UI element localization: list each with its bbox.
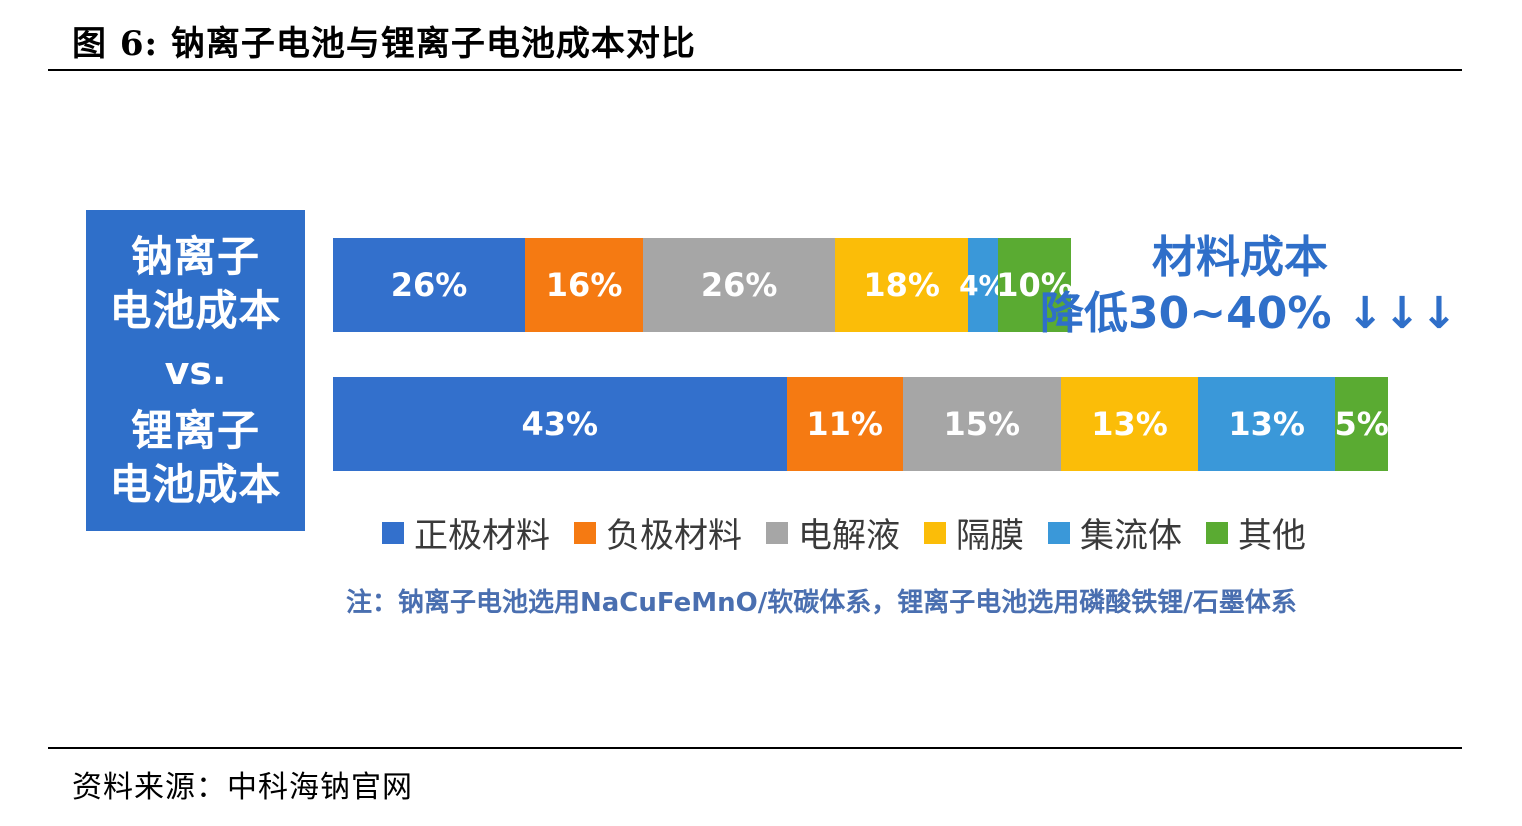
sodium-segment-label-3: 26%	[700, 266, 778, 304]
legend-swatch-5	[1048, 521, 1070, 544]
lithium-cost-bar: 43% 11% 15% 13% 13% 5%	[333, 377, 1389, 471]
sodium-segment-label-1: 26%	[390, 266, 468, 304]
legend-label-6: 其他	[1238, 516, 1306, 556]
sodium-label-line1: 钠离子	[130, 231, 260, 281]
sodium-label-line2: 电池成本	[109, 285, 282, 335]
top-rule	[48, 69, 1462, 71]
lithium-segment-1: 43%	[333, 377, 787, 471]
legend-item-6: 其他	[1206, 508, 1306, 557]
legend-swatch-2	[574, 521, 596, 544]
lithium-segment-label-5: 13%	[1228, 405, 1305, 443]
legend-swatch-3	[766, 521, 788, 544]
sodium-segment-4: 18%	[835, 238, 969, 332]
legend-item-5: 集流体	[1048, 508, 1182, 557]
legend-label-5: 集流体	[1080, 516, 1182, 556]
legend-swatch-1	[382, 521, 404, 544]
chart-legend: 正极材料 负极材料 电解液 隔膜 集流体 其他	[382, 508, 1330, 557]
cost-reduction-callout: 材料成本 降低30~40% ↓↓↓	[1040, 230, 1458, 342]
legend-label-2: 负极材料	[606, 516, 742, 556]
lithium-segment-label-1: 43%	[521, 405, 599, 443]
lithium-segment-label-6: 5%	[1334, 405, 1389, 443]
lithium-segment-label-3: 15%	[943, 405, 1021, 443]
sodium-segment-5: 4%	[959, 238, 1007, 332]
lithium-segment-6: 5%	[1334, 377, 1389, 471]
legend-label-4: 隔膜	[956, 516, 1024, 556]
lithium-segment-4: 13%	[1060, 377, 1199, 471]
sodium-segment-1: 26%	[333, 238, 525, 332]
sodium-segment-3: 26%	[643, 238, 836, 332]
legend-item-3: 电解液	[766, 508, 900, 557]
lithium-segment-3: 15%	[902, 377, 1061, 471]
sodium-segment-6: 10%	[996, 238, 1073, 332]
sodium-cost-bar: 26% 16% 26% 18% 4% 10%	[333, 238, 1073, 332]
legend-item-4: 隔膜	[924, 508, 1024, 557]
vs-label: vs.	[164, 348, 227, 393]
legend-label-3: 电解液	[798, 516, 900, 556]
lithium-segment-5: 13%	[1198, 377, 1336, 471]
callout-line1: 材料成本	[1152, 232, 1328, 283]
bottom-rule	[48, 747, 1462, 749]
sodium-segment-label-2: 16%	[545, 266, 623, 304]
legend-swatch-4	[924, 521, 946, 544]
legend-label-1: 正极材料	[414, 516, 550, 556]
legend-swatch-6	[1206, 521, 1228, 544]
lithium-label-line2: 电池成本	[109, 459, 282, 509]
lithium-segment-2: 11%	[786, 377, 903, 471]
chart-note: 注：钠离子电池选用NaCuFeMnO/软碳体系，锂离子电池选用磷酸铁锂/石墨体系	[346, 588, 1297, 618]
legend-item-2: 负极材料	[574, 508, 742, 557]
lithium-segment-label-4: 13%	[1091, 405, 1168, 443]
source-text: 资料来源：中科海钠官网	[72, 770, 413, 805]
lithium-label-line1: 锂离子	[130, 405, 260, 455]
sodium-segment-label-6: 10%	[996, 266, 1073, 304]
lithium-segment-label-2: 11%	[806, 405, 883, 443]
sodium-segment-label-4: 18%	[863, 266, 940, 304]
sodium-segment-2: 16%	[525, 238, 644, 332]
figure-title: 图 6: 钠离子电池与锂离子电池成本对比	[72, 24, 696, 64]
callout-line2: 降低30~40% ↓↓↓	[1040, 288, 1458, 339]
comparison-label-box: 钠离子 电池成本 vs. 锂离子 电池成本	[86, 210, 305, 531]
legend-item-1: 正极材料	[382, 508, 550, 557]
